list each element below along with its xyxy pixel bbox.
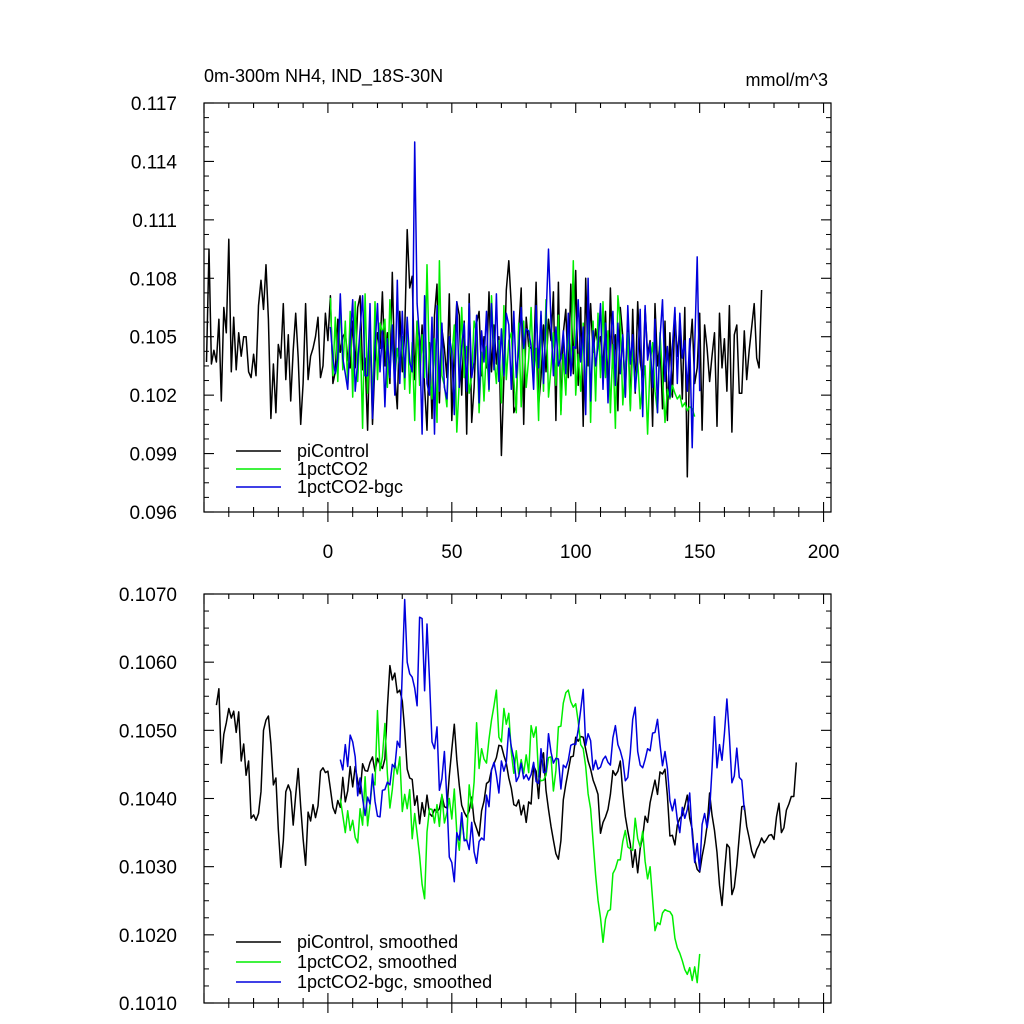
y-tick-label: 0.108	[129, 269, 177, 290]
units-label: mmol/m^3	[746, 70, 828, 90]
series-group	[205, 141, 763, 478]
x-tick-label: 50	[441, 542, 462, 563]
y-tick-label: 0.096	[129, 503, 177, 524]
x-ticks	[203, 594, 825, 1013]
top-panel: 0.096 0.099 0.102 0.105 0.108 0.111 0.114 0.117…	[129, 66, 839, 563]
bottom-panel: 0.1010 0.1020 0.1030 0.1040 0.1050 0.1060 0.10…	[119, 585, 832, 1015]
x-tick-label: 0	[323, 542, 334, 563]
y-tick-label: 0.1030	[119, 858, 177, 879]
y-tick-label: 0.105	[129, 328, 177, 349]
y-tick-label: 0.099	[129, 445, 177, 466]
y-tick-label: 0.102	[129, 386, 177, 407]
y-tick-label: 0.114	[131, 152, 178, 173]
y-tick-label: 0.1010	[119, 994, 177, 1015]
y-ticks	[204, 593, 831, 1004]
legend-label: 1pctCO2, smoothed	[297, 952, 457, 972]
series-line-0	[215, 664, 798, 907]
series-line-2	[339, 598, 746, 883]
y-ticks	[204, 102, 831, 513]
y-tick-label: 0.1060	[119, 653, 177, 674]
y-tick-label: 0.1020	[119, 926, 177, 947]
series-group	[215, 598, 798, 984]
y-tick-label: 0.117	[131, 94, 177, 115]
y-tick-label: 0.1050	[119, 721, 177, 742]
x-tick-label: 100	[560, 542, 592, 563]
y-tick-label: 0.111	[132, 211, 177, 232]
x-tick-label: 150	[684, 542, 716, 563]
legend-label: 1pctCO2	[297, 459, 368, 479]
x-tick-label: 200	[808, 542, 840, 563]
chart-title: 0m-300m NH4, IND_18S-30N	[204, 66, 443, 87]
legend-label: 1pctCO2-bgc	[297, 477, 403, 497]
y-tick-label: 0.1070	[119, 585, 177, 606]
y-tick-label: 0.1040	[119, 790, 177, 811]
legend-label: piControl, smoothed	[297, 932, 458, 952]
x-ticks	[203, 103, 825, 522]
series-line-2	[329, 141, 701, 449]
legend-label: 1pctCO2-bgc, smoothed	[297, 972, 492, 992]
series-line-0	[205, 228, 763, 478]
legend-label: piControl	[297, 441, 369, 461]
